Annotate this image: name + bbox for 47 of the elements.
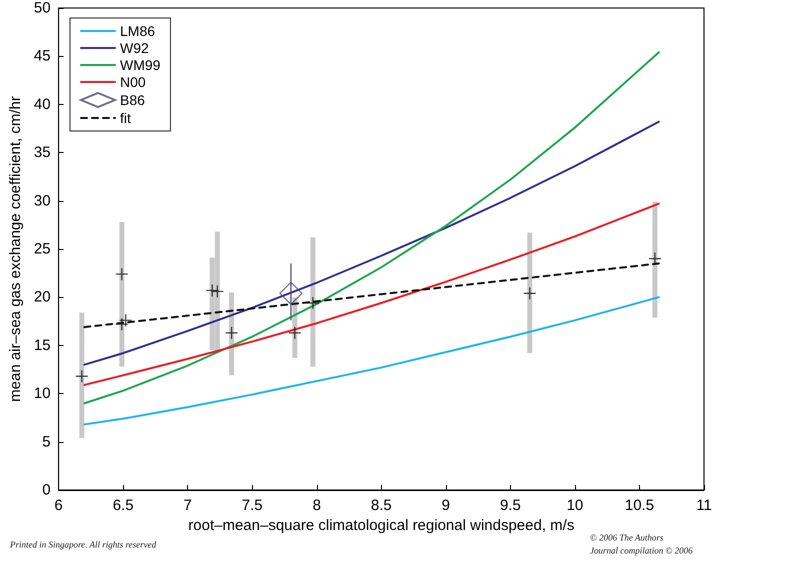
x-tick-label: 11 (696, 497, 712, 514)
y-tick-label: 10 (34, 385, 51, 402)
y-tick-label: 0 (42, 482, 51, 498)
point (206, 284, 219, 298)
text: © 2006 The Authors (590, 532, 664, 542)
x-tick-label: 7.5 (242, 497, 263, 514)
y-tick-label: 45 (34, 48, 51, 65)
x-tick-label: 9.5 (500, 497, 521, 514)
point (210, 284, 224, 298)
y-tick-label: 40 (34, 96, 51, 113)
x-tick-label: 7 (183, 497, 192, 514)
point (224, 326, 238, 340)
x-tick-label: 10 (566, 497, 584, 514)
y-axis-title: mean air–sea gas exchange coefficient, cm/hr (7, 96, 24, 402)
y-tick-label: 20 (34, 288, 51, 306)
point (648, 252, 662, 266)
legend-label: LM86 (120, 23, 156, 39)
x-tick-label: 9 (442, 497, 450, 514)
point (288, 326, 302, 340)
point (119, 314, 132, 327)
legend-label: WM99 (120, 57, 161, 73)
point (75, 370, 88, 383)
x-tick-label: 8 (312, 497, 321, 514)
x-tick-label: 6 (54, 497, 63, 514)
point (115, 318, 128, 331)
line-series (83, 296, 660, 426)
legend-label: B86 (120, 92, 146, 108)
y-tick-label: 30 (34, 192, 51, 210)
point (523, 286, 536, 300)
y-tick-label: 15 (34, 336, 51, 354)
text: Printed in Singapore. All rights reserved (9, 540, 157, 550)
y-tick-label: 35 (34, 144, 51, 162)
line-series (83, 202, 660, 386)
y-tick-label: 50 (34, 0, 51, 16)
x-tick-label: 6.5 (112, 497, 134, 514)
point (115, 267, 128, 281)
x-tick-label: 10.5 (624, 497, 654, 514)
legend-label: N00 (120, 74, 146, 90)
y-tick-label: 5 (42, 433, 51, 450)
x-tick-label: 8.5 (370, 497, 392, 514)
y-tick-label: 25 (34, 240, 51, 258)
text: Journal compilation © 2006 (590, 546, 694, 556)
x-axis-title: root–mean–square climatological regional windspeed, m/s (188, 516, 574, 534)
legend-label: W92 (120, 40, 149, 56)
point (306, 296, 320, 310)
point (279, 282, 303, 305)
legend-label: fit (120, 110, 131, 126)
